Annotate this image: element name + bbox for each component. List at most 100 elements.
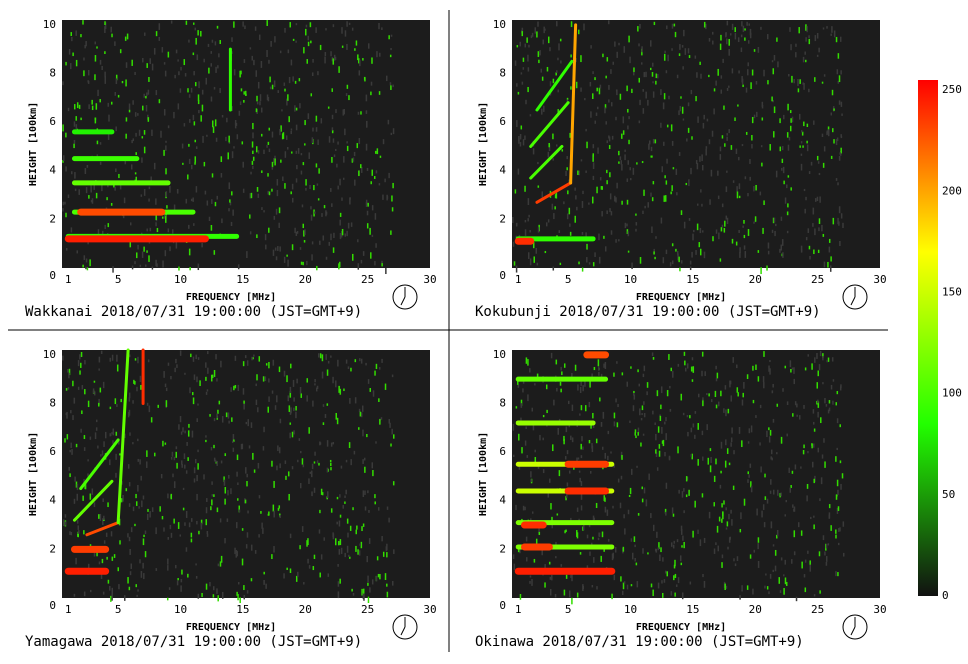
- noise: [636, 581, 639, 588]
- noise: [86, 164, 89, 168]
- noise: [639, 408, 641, 416]
- noise: [686, 138, 688, 142]
- noise: [679, 44, 681, 50]
- noise: [592, 154, 594, 162]
- noise: [630, 584, 633, 587]
- noise: [719, 146, 722, 152]
- noise: [95, 427, 98, 431]
- noise: [518, 463, 521, 470]
- noise: [134, 71, 136, 76]
- noise: [371, 57, 373, 64]
- noise: [522, 388, 524, 393]
- noise: [527, 359, 529, 366]
- noise: [647, 99, 649, 106]
- noise: [514, 189, 517, 194]
- noise: [349, 525, 352, 531]
- noise: [821, 224, 823, 232]
- noise: [98, 402, 100, 407]
- noise: [298, 78, 301, 82]
- noise: [522, 505, 525, 511]
- x-tick-label: 20: [749, 603, 762, 616]
- noise: [306, 540, 308, 547]
- noise: [227, 152, 229, 160]
- noise: [265, 583, 267, 589]
- noise: [188, 158, 191, 164]
- noise: [182, 507, 185, 511]
- noise: [757, 376, 760, 382]
- noise: [757, 46, 760, 53]
- noise: [146, 450, 148, 457]
- noise: [759, 442, 761, 446]
- noise: [374, 150, 377, 154]
- noise: [376, 51, 378, 58]
- noise: [556, 387, 558, 392]
- noise: [618, 161, 620, 164]
- noise: [675, 584, 678, 587]
- noise: [273, 215, 276, 220]
- noise: [666, 124, 669, 128]
- noise: [366, 167, 369, 171]
- noise: [128, 103, 131, 111]
- noise: [361, 405, 364, 412]
- noise: [601, 531, 604, 538]
- noise: [198, 109, 200, 114]
- noise: [726, 170, 728, 173]
- noise: [790, 187, 792, 191]
- noise: [148, 186, 151, 190]
- noise: [721, 203, 724, 208]
- noise: [356, 525, 358, 530]
- noise: [252, 150, 254, 154]
- noise: [585, 128, 587, 132]
- echo-trace: [116, 348, 130, 525]
- noise: [192, 197, 194, 202]
- noise: [738, 183, 741, 190]
- noise: [358, 408, 361, 413]
- noise: [774, 549, 777, 556]
- noise: [774, 565, 777, 572]
- noise: [690, 89, 693, 95]
- clock-hands: [850, 287, 856, 306]
- noise: [323, 205, 326, 209]
- noise: [344, 128, 346, 136]
- noise: [592, 93, 594, 99]
- noise: [840, 101, 843, 107]
- noise: [661, 166, 664, 173]
- noise: [730, 509, 732, 514]
- noise: [365, 110, 368, 114]
- noise: [230, 387, 232, 392]
- noise: [103, 515, 105, 520]
- noise: [652, 524, 655, 532]
- noise: [291, 431, 294, 438]
- noise: [390, 47, 392, 51]
- noise: [560, 366, 562, 371]
- y-tick-label: 10: [43, 348, 56, 361]
- noise: [206, 134, 208, 137]
- noise: [231, 417, 233, 422]
- noise: [817, 401, 820, 408]
- noise: [313, 554, 316, 559]
- noise: [832, 400, 834, 405]
- noise: [278, 447, 281, 454]
- noise: [276, 395, 278, 403]
- noise: [73, 498, 76, 504]
- noise: [287, 471, 290, 477]
- noise: [624, 528, 626, 535]
- noise: [734, 32, 737, 40]
- noise: [703, 580, 706, 588]
- noise: [107, 502, 109, 508]
- noise: [773, 217, 776, 223]
- noise: [291, 183, 294, 190]
- noise: [751, 117, 754, 124]
- noise: [330, 467, 332, 471]
- noise: [837, 80, 840, 84]
- noise: [128, 397, 131, 402]
- noise: [702, 164, 704, 171]
- noise: [559, 38, 562, 42]
- noise: [597, 359, 600, 367]
- noise: [628, 116, 630, 120]
- noise: [683, 510, 685, 514]
- noise: [537, 185, 540, 188]
- noise: [686, 414, 689, 418]
- x-tick-label: 15: [236, 273, 249, 286]
- noise: [740, 34, 743, 38]
